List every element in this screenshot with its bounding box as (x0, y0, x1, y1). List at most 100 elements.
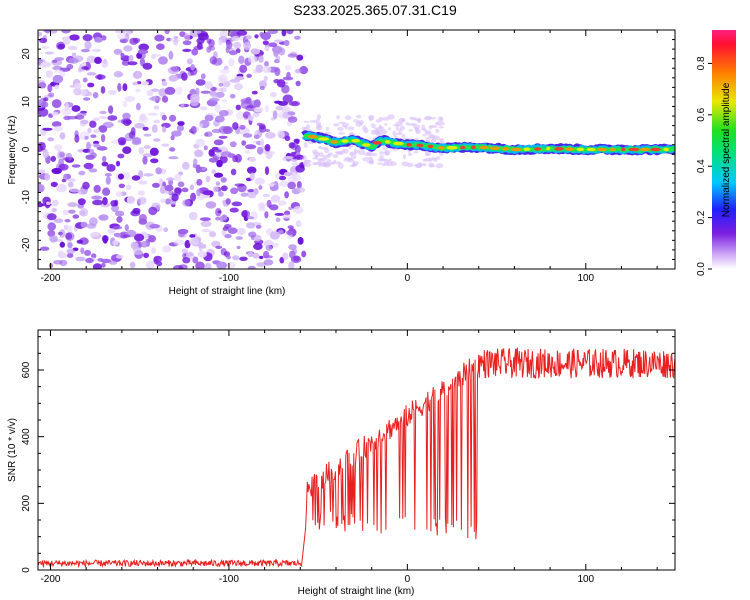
noise-blob (121, 118, 126, 125)
noise-blob (180, 103, 185, 109)
noise-blob (232, 122, 239, 130)
halo-speckle (344, 156, 352, 161)
noise-blob (170, 66, 179, 72)
noise-blob (77, 189, 88, 195)
noise-blob (160, 198, 166, 203)
noise-blob (226, 41, 233, 49)
noise-blob (115, 191, 123, 198)
noise-blob (91, 195, 102, 200)
noise-blob (234, 183, 245, 187)
noise-blob (284, 191, 289, 199)
noise-blob (194, 149, 204, 158)
halo-speckle (421, 124, 426, 130)
top-ytick-label: 20 (21, 48, 32, 60)
noise-blob (170, 135, 175, 141)
noise-blob (264, 144, 271, 152)
ridge-peak (565, 147, 575, 151)
noise-blob (151, 124, 158, 133)
noise-blob (208, 231, 217, 238)
noise-blob (267, 30, 279, 35)
noise-blob (68, 178, 76, 182)
noise-blob (138, 180, 148, 185)
halo-speckle (438, 126, 445, 129)
noise-blob (288, 244, 297, 251)
noise-blob (107, 115, 118, 121)
colorbar-ticks: 0.0 0.2 0.4 0.6 0.8 (696, 56, 712, 276)
noise-blob (148, 235, 156, 243)
noise-blob (221, 214, 228, 221)
noise-blob (83, 162, 94, 170)
noise-blob (240, 210, 251, 218)
halo-speckle (421, 162, 427, 167)
colorbar-tick-label: 0.6 (696, 107, 707, 121)
halo-speckle (392, 124, 401, 127)
ridge-peak (576, 147, 585, 152)
halo-speckle (337, 126, 344, 132)
halo-speckle (353, 161, 360, 165)
noise-blob (214, 115, 225, 123)
ridge-peak (330, 140, 338, 144)
noise-blob (270, 194, 281, 203)
noise-blob (161, 95, 169, 103)
noise-blob (264, 132, 276, 139)
halo-speckle (377, 162, 384, 165)
noise-blob (134, 122, 145, 129)
noise-blob (132, 81, 139, 86)
noise-blob (228, 30, 238, 34)
noise-blob (281, 30, 287, 37)
noise-blob (182, 40, 192, 46)
noise-blob (153, 119, 160, 124)
noise-blob (269, 204, 279, 211)
noise-blob (296, 181, 302, 189)
halo-speckle (315, 154, 319, 160)
noise-blob (125, 184, 132, 191)
noise-blob (253, 234, 262, 242)
noise-blob (72, 214, 80, 219)
noise-blob (100, 258, 112, 264)
noise-blob (218, 82, 223, 87)
halo-speckle (380, 129, 388, 135)
top-xtick-label: -100 (219, 273, 239, 284)
noise-blob (201, 228, 212, 233)
noise-blob (54, 144, 63, 151)
noise-blob (129, 261, 136, 269)
noise-blob (204, 131, 213, 137)
noise-blob (218, 39, 223, 46)
noise-blob (220, 177, 227, 183)
halo-speckle (436, 121, 445, 126)
noise-blob (226, 262, 236, 269)
noise-blob (117, 33, 127, 40)
halo-speckle (370, 129, 377, 135)
ridge-peak (628, 147, 640, 152)
noise-blob (40, 61, 52, 68)
noise-blob (287, 53, 298, 58)
noise-blob (78, 170, 86, 176)
noise-blob (102, 121, 114, 128)
noise-blob (102, 187, 111, 196)
noise-blob (104, 173, 112, 177)
noise-blob (242, 133, 253, 138)
halo-speckle (333, 123, 340, 127)
noise-blob (248, 231, 257, 238)
noise-blob (149, 147, 159, 156)
noise-blob (66, 248, 75, 255)
noise-blob (168, 156, 179, 160)
noise-blob (50, 155, 56, 162)
noise-blob (118, 183, 126, 189)
noise-blob (67, 209, 76, 214)
bottom-ylabel: SNR (10 * v/v) (7, 418, 18, 482)
noise-blob (146, 90, 154, 97)
bottom-xtick-label: 100 (577, 574, 594, 585)
noise-blob (84, 40, 92, 50)
noise-blob (59, 151, 65, 158)
halo-speckle (415, 164, 422, 169)
noise-blob (162, 245, 172, 253)
noise-blob (134, 233, 145, 242)
noise-blob (230, 168, 237, 176)
noise-blob (291, 162, 299, 166)
noise-blob (48, 263, 54, 269)
noise-blob (264, 61, 269, 67)
ridge-peak (489, 146, 500, 150)
noise-blob (44, 173, 51, 181)
noise-blob (137, 196, 147, 205)
